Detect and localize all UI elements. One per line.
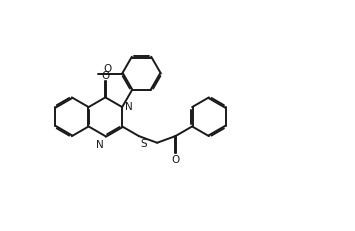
Text: O: O <box>104 64 112 73</box>
Text: O: O <box>101 70 109 80</box>
Text: N: N <box>95 139 103 149</box>
Text: S: S <box>140 138 147 148</box>
Text: N: N <box>125 101 132 111</box>
Text: O: O <box>171 155 180 165</box>
